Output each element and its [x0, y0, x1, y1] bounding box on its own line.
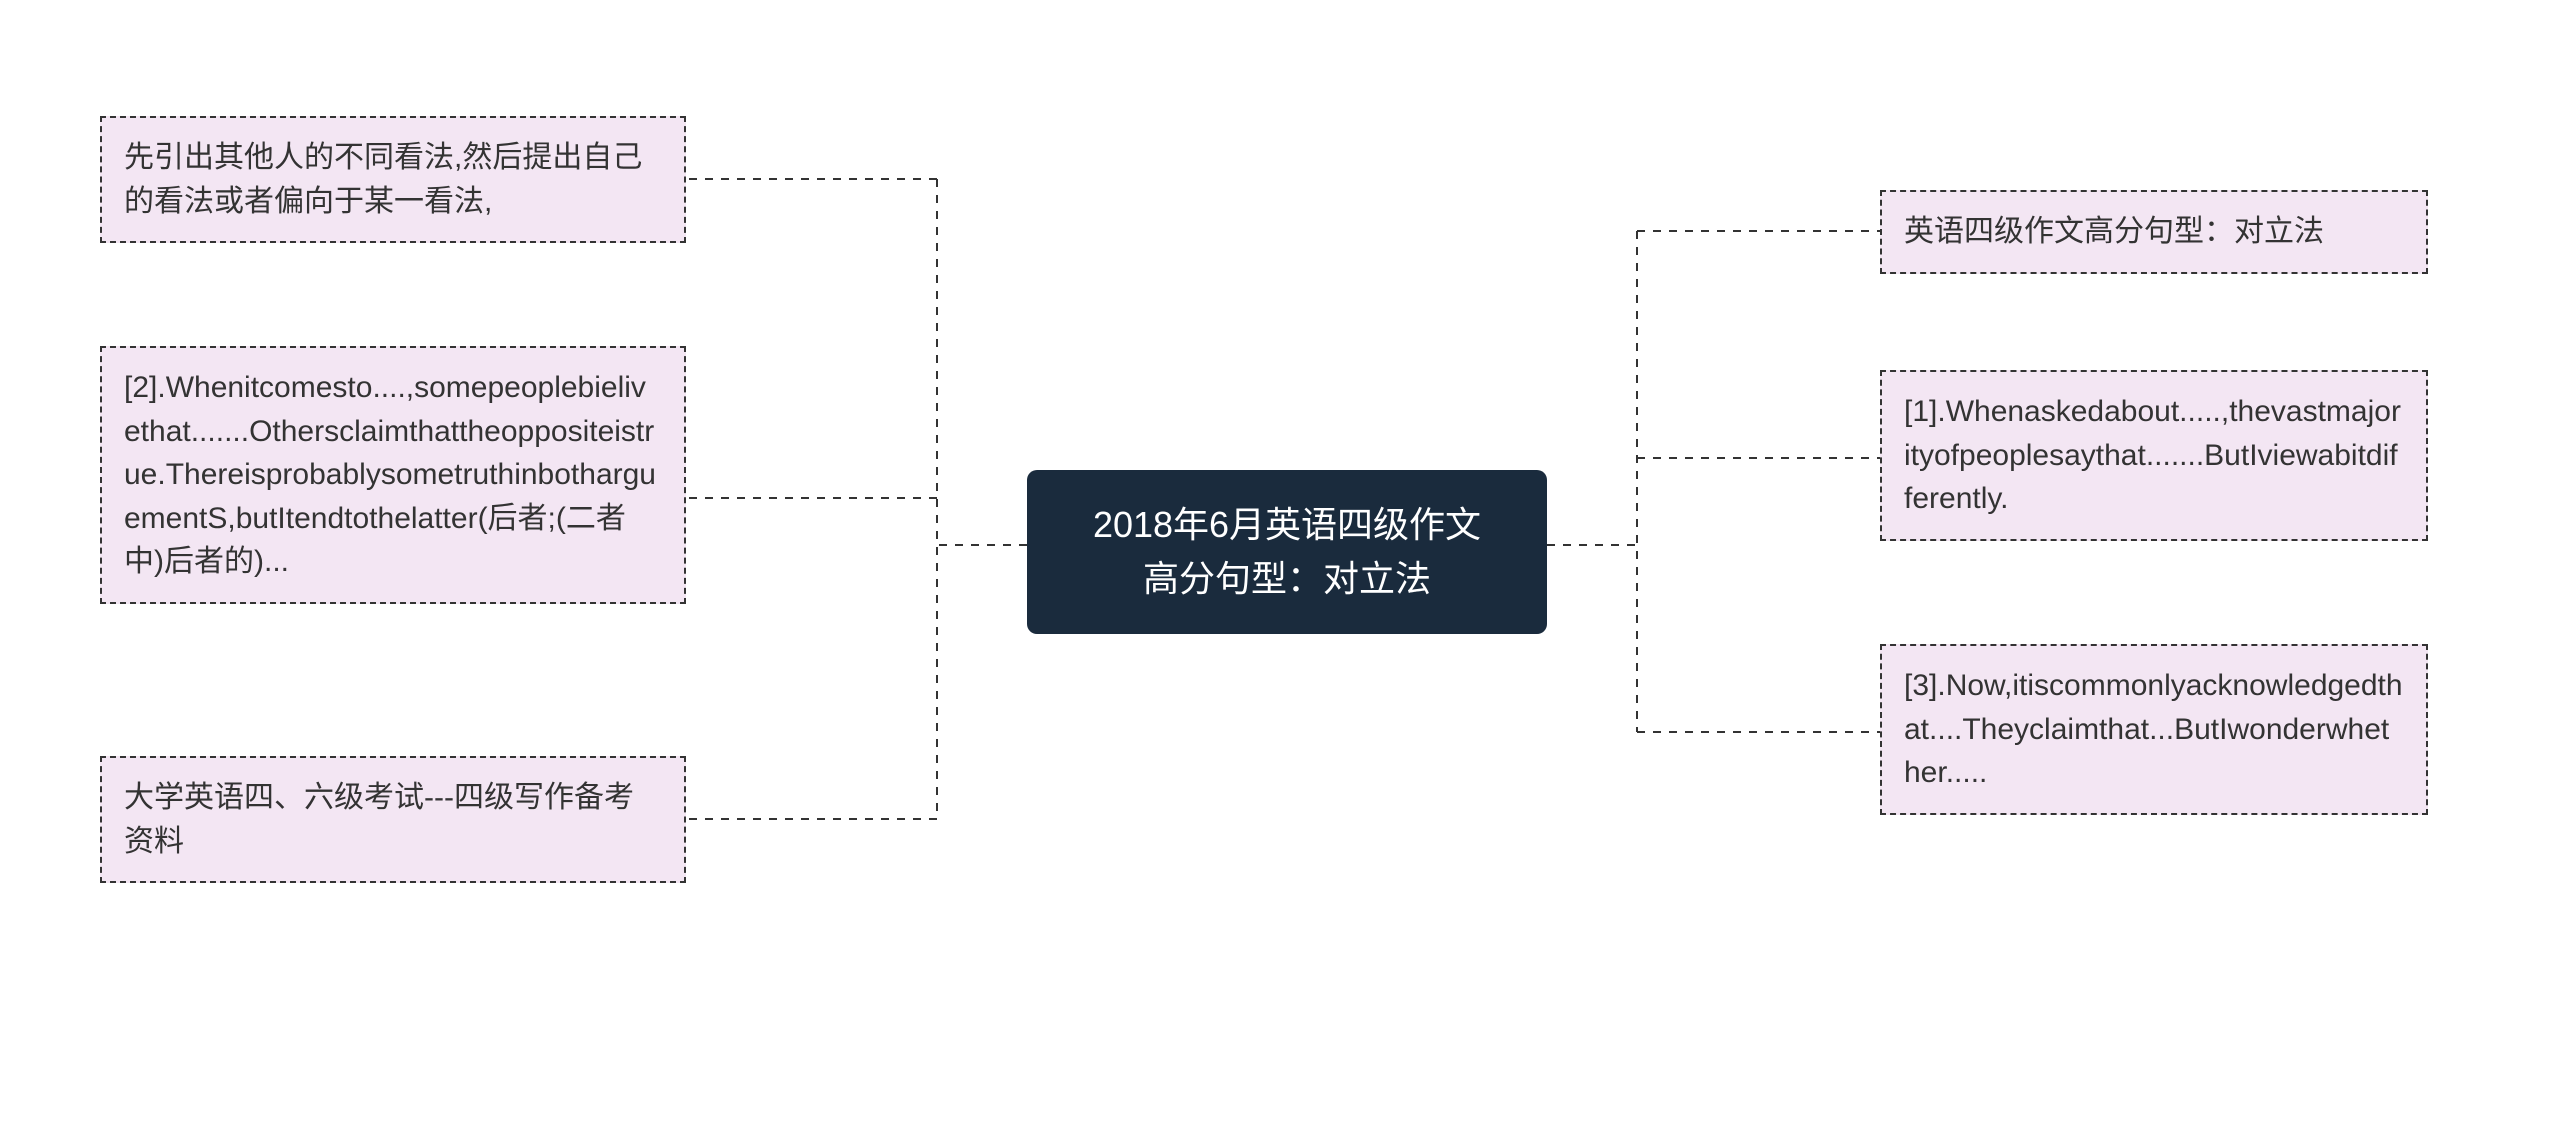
mindmap-canvas: shutu.cn shutu.cn 2018年6月英语四级作文高分句型：对立法 …	[0, 0, 2560, 1132]
central-node-text: 2018年6月英语四级作文高分句型：对立法	[1093, 504, 1481, 599]
leaf-node-left-2: [2].Whenitcomesto....,somepeoplebielivet…	[100, 346, 686, 604]
leaf-text: 大学英语四、六级考试---四级写作备考资料	[124, 781, 634, 858]
leaf-node-right-3: [3].Now,itiscommonlyacknowledgedthat....…	[1880, 644, 2428, 815]
leaf-node-left-3: 大学英语四、六级考试---四级写作备考资料	[100, 756, 686, 883]
central-node: 2018年6月英语四级作文高分句型：对立法	[1027, 470, 1547, 634]
leaf-text: [1].Whenaskedabout.....,thevastmajorityo…	[1904, 395, 2401, 515]
leaf-text: [3].Now,itiscommonlyacknowledgedthat....…	[1904, 669, 2403, 789]
leaf-node-left-1: 先引出其他人的不同看法,然后提出自己的看法或者偏向于某一看法,	[100, 116, 686, 243]
leaf-node-right-1: 英语四级作文高分句型：对立法	[1880, 190, 2428, 274]
leaf-text: [2].Whenitcomesto....,somepeoplebielivet…	[124, 371, 656, 578]
leaf-text: 英语四级作文高分句型：对立法	[1904, 215, 2324, 248]
leaf-text: 先引出其他人的不同看法,然后提出自己的看法或者偏向于某一看法,	[124, 141, 642, 218]
leaf-node-right-2: [1].Whenaskedabout.....,thevastmajorityo…	[1880, 370, 2428, 541]
